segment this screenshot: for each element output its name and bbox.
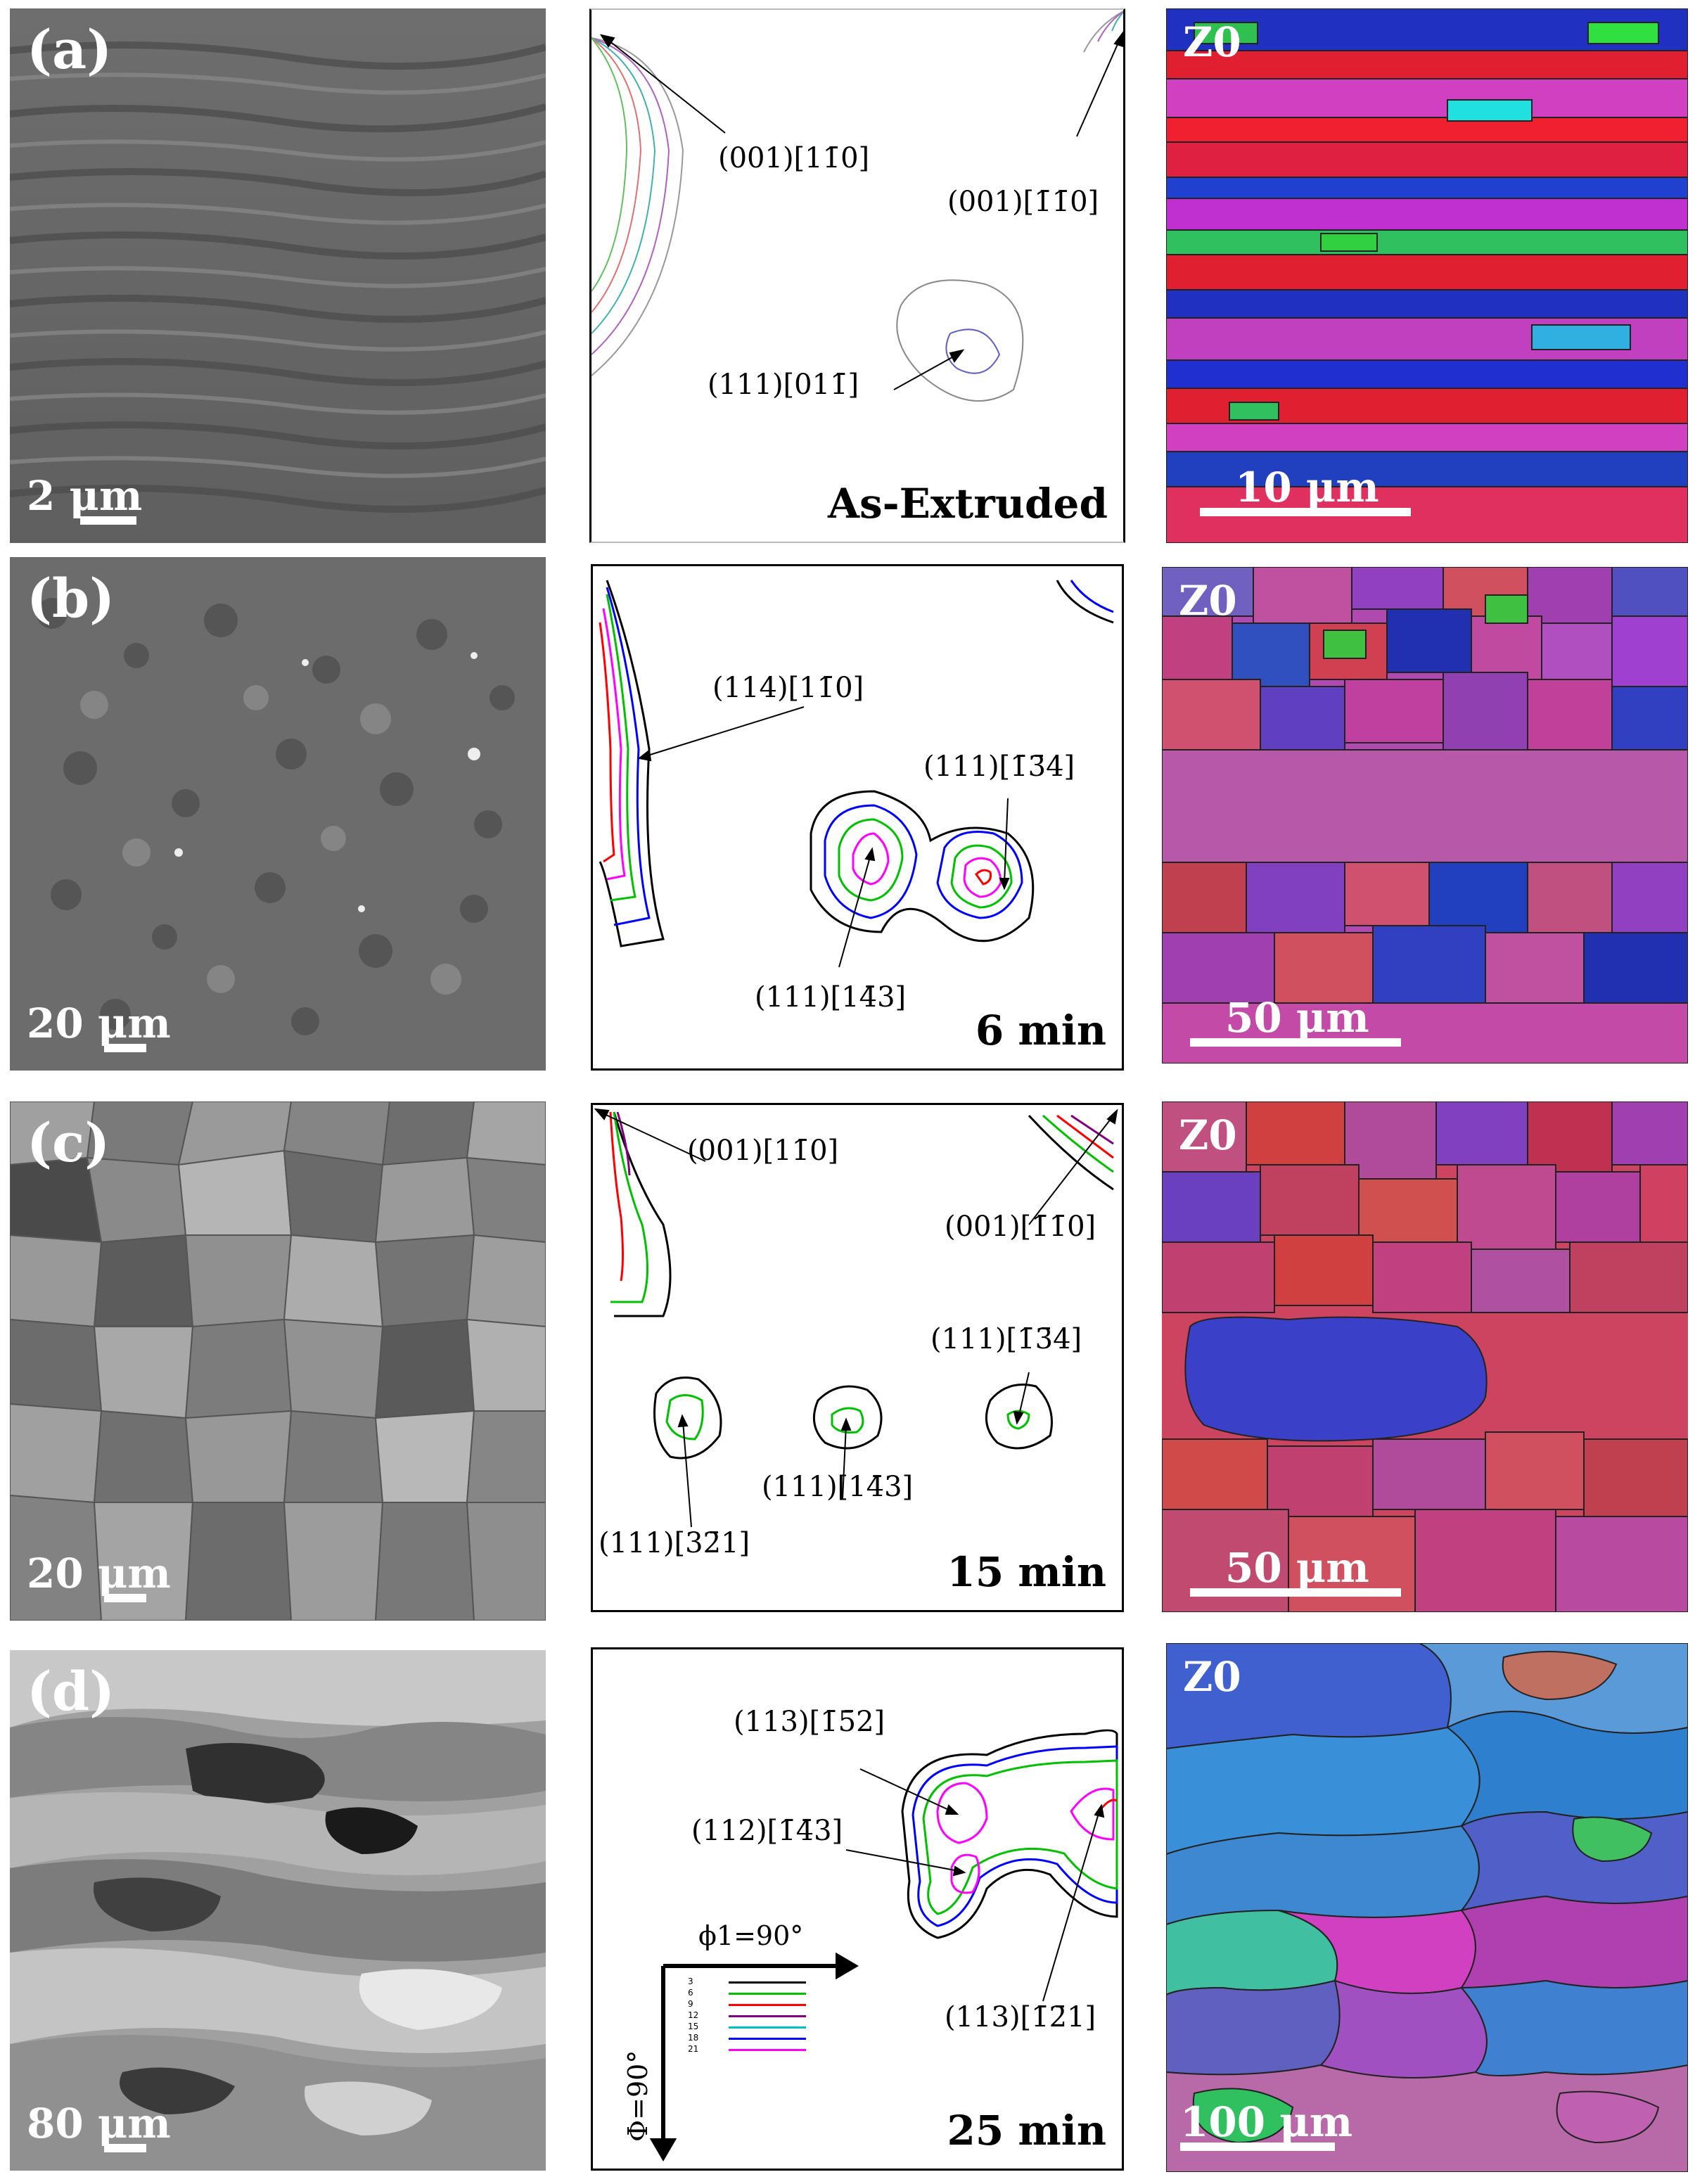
scale-bar-line <box>1180 2143 1335 2151</box>
legend-level: 3 <box>688 1977 693 1986</box>
scale-bar-line <box>1200 508 1411 516</box>
legend-level: 15 <box>688 2022 699 2031</box>
scale-bar: 20 μm <box>27 1003 171 1052</box>
odf-label: (112)[1̄4̄3] <box>691 1815 843 1847</box>
legend-row: 15 <box>688 2022 807 2033</box>
panel-label: (a) <box>27 18 113 81</box>
odf-plot-d: (113)[1̄5̄2] (112)[1̄4̄3] (113)[1̄2̄1] ϕ… <box>591 1647 1124 2171</box>
odf-label: (111)[14̄3] <box>762 1471 914 1503</box>
scale-bar: 80 μm <box>27 2103 171 2152</box>
legend-swatch <box>729 2049 806 2051</box>
sem-image-b: (b) 20 μm <box>10 557 546 1071</box>
ebsd-grains-b <box>1162 567 1688 1064</box>
odf-label: (111)[1̄3̄4] <box>923 751 1075 783</box>
scale-bar-text: 2 μm <box>27 472 143 520</box>
sem-image-a: (a) 2 μm <box>10 8 546 543</box>
sem-texture-a <box>10 8 546 543</box>
odf-label: (001)[1̄1̄0] <box>947 186 1099 218</box>
legend-swatch <box>729 2004 806 2006</box>
legend-level: 21 <box>688 2044 699 2054</box>
scale-bar-text: 80 μm <box>27 2100 171 2147</box>
odf-label: (111)[32̄1] <box>599 1527 750 1559</box>
legend-level: 18 <box>688 2033 699 2043</box>
odf-label: (001)[11̄0] <box>687 1135 839 1167</box>
scale-bar-line <box>1190 1038 1401 1047</box>
scale-bar-text: 10 μm <box>1235 464 1379 511</box>
scale-bar-text: 50 μm <box>1225 994 1369 1042</box>
ebsd-tag: Z0 <box>1183 1653 1241 1701</box>
odf-condition-label: 15 min <box>947 1548 1106 1596</box>
phi1-axis-label: ϕ1=90° <box>698 1920 804 1951</box>
scale-bar: 10 μm <box>1200 467 1411 516</box>
scale-bar-text: 20 μm <box>27 1000 171 1047</box>
panel-label: (b) <box>27 567 115 630</box>
legend-row: 9 <box>688 1999 807 2010</box>
ebsd-map-a: Z0 10 μm <box>1166 8 1688 543</box>
odf-plot-b: (114)[11̄0] (111)[1̄3̄4] (111)[14̄3] 6 m… <box>591 564 1124 1071</box>
ebsd-map-d: Z0 100 μm <box>1166 1643 1688 2172</box>
ebsd-tag: Z0 <box>1179 577 1237 625</box>
legend-swatch <box>729 1993 806 1995</box>
Phi-axis-label: Φ=90° <box>622 2050 653 2142</box>
scale-bar-line <box>104 1044 146 1052</box>
scale-bar-text: 50 μm <box>1225 1544 1369 1592</box>
ebsd-map-b: Z0 50 μm <box>1162 567 1688 1064</box>
odf-condition-label: 6 min <box>975 1007 1106 1054</box>
panel-label: (d) <box>27 1660 115 1723</box>
scale-bar-line <box>104 2144 146 2152</box>
legend-row: 3 <box>688 1977 807 1988</box>
legend-swatch <box>729 1981 806 1984</box>
odf-contours-d <box>649 1729 1118 2161</box>
ebsd-tag: Z0 <box>1179 1111 1237 1159</box>
scale-bar-line <box>1190 1588 1401 1597</box>
sem-texture-d <box>10 1650 546 2171</box>
odf-label: (113)[1̄2̄1] <box>945 2001 1096 2033</box>
scale-bar-text: 100 μm <box>1180 2098 1353 2146</box>
legend-swatch <box>729 2015 806 2017</box>
legend-level: 9 <box>688 1999 693 2009</box>
odf-label: (111)[14̄3] <box>755 981 907 1014</box>
contour-legend: 3 6 9 12 15 18 21 <box>688 1977 807 2055</box>
odf-label: (113)[1̄5̄2] <box>734 1706 885 1738</box>
odf-condition-label: As-Extruded <box>827 480 1108 528</box>
sem-image-c: (c) 20 μm <box>10 1101 546 1621</box>
ebsd-grains-c <box>1162 1101 1688 1612</box>
odf-label: (001)[11̄0] <box>718 142 870 174</box>
legend-swatch <box>729 2038 806 2040</box>
odf-plot-c: (001)[11̄0] (001)[1̄1̄0] (111)[1̄3̄4] (1… <box>591 1103 1124 1612</box>
ebsd-map-c: Z0 50 μm <box>1162 1101 1688 1612</box>
scale-bar: 100 μm <box>1180 2102 1352 2151</box>
scale-bar: 50 μm <box>1190 997 1401 1047</box>
ebsd-grains-d <box>1166 1643 1688 2172</box>
legend-level: 12 <box>688 2010 699 2020</box>
scale-bar-text: 20 μm <box>27 1550 171 1597</box>
odf-label: (111)[1̄3̄4] <box>930 1323 1082 1355</box>
odf-plot-a: (001)[11̄0] (001)[1̄1̄0] (111)[011̄] As-… <box>589 8 1125 543</box>
odf-condition-label: 25 min <box>947 2107 1106 2154</box>
legend-row: 6 <box>688 1988 807 1999</box>
legend-row: 18 <box>688 2033 807 2044</box>
odf-contours-b <box>599 580 1114 968</box>
panel-label: (c) <box>27 1111 110 1174</box>
scale-bar: 20 μm <box>27 1553 171 1602</box>
ebsd-grains-a <box>1166 8 1688 543</box>
sem-texture-b <box>10 557 546 1071</box>
odf-label: (111)[011̄] <box>708 369 859 401</box>
odf-contours-a <box>591 11 1123 402</box>
odf-label: (001)[1̄1̄0] <box>945 1211 1096 1243</box>
scale-bar: 50 μm <box>1190 1547 1401 1597</box>
legend-row: 12 <box>688 2010 807 2022</box>
scale-bar-line <box>80 516 136 525</box>
legend-level: 6 <box>688 1988 693 1998</box>
legend-row: 21 <box>688 2044 807 2055</box>
scale-bar: 2 μm <box>27 475 142 525</box>
odf-label: (114)[11̄0] <box>712 672 864 704</box>
ebsd-tag: Z0 <box>1183 18 1241 66</box>
legend-swatch <box>729 2026 806 2029</box>
sem-texture-c <box>10 1101 546 1621</box>
odf-contours-c <box>594 1108 1118 1528</box>
sem-image-d: (d) 80 μm <box>10 1650 546 2171</box>
scale-bar-line <box>104 1594 146 1602</box>
